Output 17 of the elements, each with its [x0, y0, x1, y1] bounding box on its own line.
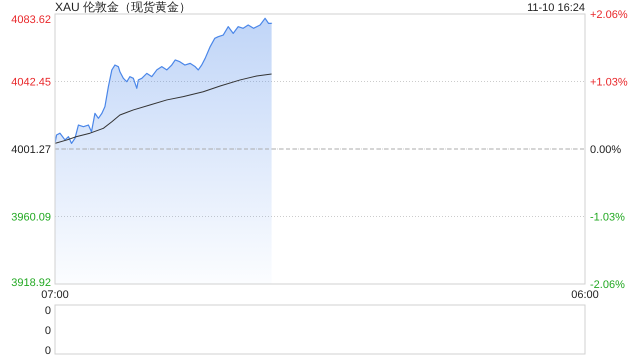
text: 0: [44, 345, 51, 357]
text: 0: [44, 325, 51, 337]
y2-tick-label: -2.06%: [590, 279, 626, 291]
x-tick-label: 06:00: [571, 289, 599, 301]
y-tick-label: 4001.27: [11, 144, 51, 156]
y2-tick-label: 0.00%: [590, 144, 622, 156]
text: 0: [44, 305, 51, 317]
y-tick-label: 3960.09: [11, 212, 51, 224]
y-tick-label: 4042.45: [11, 76, 51, 88]
chart-title: XAU 伦敦金（现货黄金）: [55, 0, 192, 14]
x-tick-label: 07:00: [41, 289, 69, 301]
y2-tick-label: -1.03%: [590, 212, 626, 224]
y2-tick-label: +1.03%: [590, 76, 628, 88]
y-tick-label: 4083.62: [11, 14, 51, 26]
annotation: 11-10 16:24: [527, 2, 585, 14]
y-tick-label: 3918.92: [11, 277, 51, 289]
y2-tick-label: +2.06%: [590, 9, 628, 21]
